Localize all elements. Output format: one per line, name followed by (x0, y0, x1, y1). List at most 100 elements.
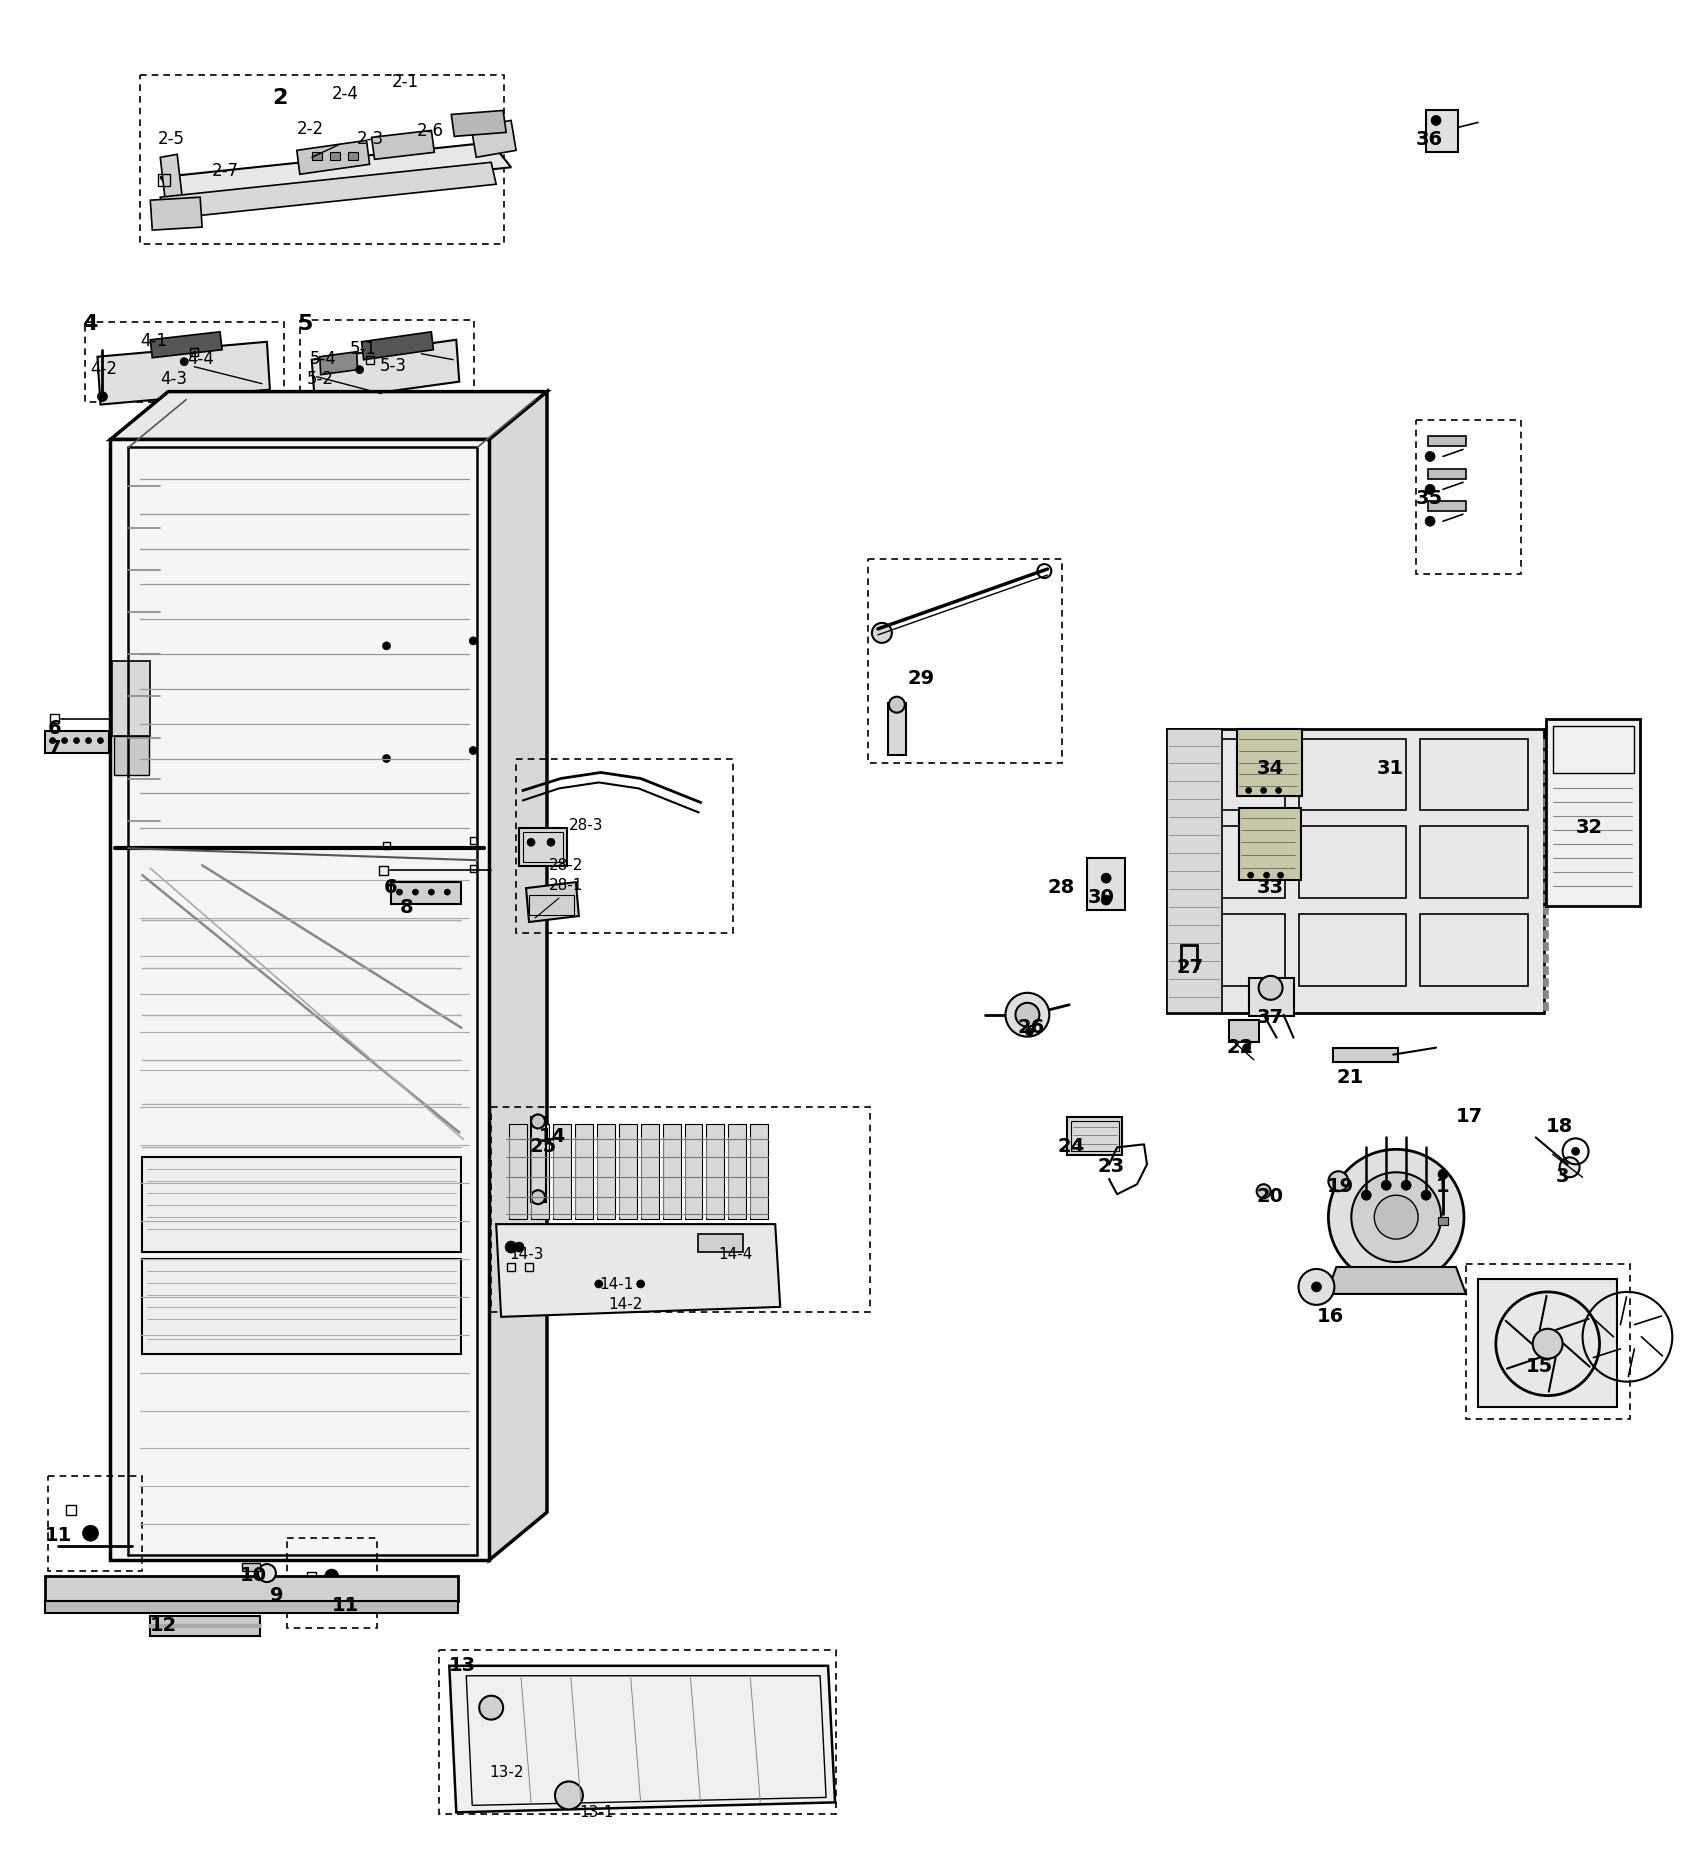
Bar (1542, 930, 1547, 939)
Bar (190, 348, 198, 355)
Text: 28-2: 28-2 (549, 859, 584, 874)
Bar (1542, 835, 1547, 842)
Bar (1542, 1002, 1547, 1009)
Bar (662, 1125, 681, 1220)
Bar (1542, 786, 1547, 794)
Bar (347, 152, 357, 160)
Bar (684, 1125, 703, 1220)
Bar (1420, 825, 1527, 898)
Circle shape (98, 392, 107, 402)
Circle shape (1278, 872, 1283, 877)
Bar (44, 1576, 459, 1601)
Text: 2-5: 2-5 (157, 130, 185, 149)
Text: 19: 19 (1326, 1177, 1353, 1195)
Text: 32: 32 (1576, 818, 1603, 837)
Text: 4-3: 4-3 (161, 370, 188, 389)
Bar (520, 829, 567, 866)
Bar (1177, 825, 1285, 898)
Text: 21: 21 (1336, 1067, 1363, 1088)
Circle shape (889, 697, 904, 712)
Circle shape (83, 1524, 98, 1541)
Circle shape (356, 366, 364, 374)
Circle shape (1006, 993, 1050, 1037)
Circle shape (1361, 1190, 1371, 1201)
Circle shape (1426, 517, 1436, 526)
Bar (528, 894, 574, 915)
Bar (1542, 954, 1547, 961)
Circle shape (594, 1281, 603, 1288)
Polygon shape (496, 1223, 780, 1316)
Text: 24: 24 (1058, 1138, 1085, 1156)
Circle shape (1263, 872, 1270, 877)
Circle shape (325, 1569, 339, 1584)
Circle shape (527, 838, 535, 846)
Bar (1437, 1218, 1448, 1225)
Polygon shape (98, 342, 269, 405)
Text: 25: 25 (528, 1138, 557, 1156)
Polygon shape (151, 197, 201, 231)
Circle shape (1248, 872, 1253, 877)
Bar (1087, 859, 1126, 911)
Circle shape (1381, 1180, 1392, 1190)
Bar (1177, 738, 1285, 811)
Polygon shape (527, 883, 579, 922)
Bar (1542, 775, 1547, 783)
Text: 5: 5 (296, 314, 312, 335)
Circle shape (179, 357, 188, 366)
Bar (66, 1506, 76, 1515)
Circle shape (872, 623, 892, 643)
Bar (141, 74, 505, 244)
Bar (750, 1125, 769, 1220)
Bar (1478, 1279, 1617, 1407)
Circle shape (1351, 1173, 1441, 1262)
Text: 13: 13 (449, 1656, 476, 1675)
Circle shape (61, 738, 68, 744)
Text: 12: 12 (151, 1615, 178, 1634)
Circle shape (1100, 894, 1111, 905)
Polygon shape (449, 1666, 835, 1813)
Text: 2-7: 2-7 (212, 162, 239, 180)
Bar (1542, 822, 1547, 831)
Text: 16: 16 (1317, 1307, 1344, 1325)
Text: 3: 3 (1556, 1167, 1569, 1186)
Bar (44, 1601, 459, 1614)
Circle shape (1559, 1158, 1580, 1177)
Polygon shape (320, 351, 357, 376)
Circle shape (1375, 1195, 1419, 1240)
Text: 1: 1 (1436, 1177, 1449, 1195)
Bar (1429, 468, 1466, 480)
Circle shape (323, 1593, 340, 1612)
Text: 14: 14 (538, 1127, 565, 1147)
Bar (379, 866, 388, 876)
Bar (110, 439, 489, 1560)
Text: 14-1: 14-1 (599, 1277, 633, 1292)
Bar (1546, 719, 1641, 905)
Text: 14-2: 14-2 (609, 1298, 643, 1312)
Text: 5-2: 5-2 (306, 370, 334, 389)
Bar (51, 714, 59, 723)
Text: 2: 2 (273, 87, 288, 108)
Bar (1542, 798, 1547, 807)
Circle shape (444, 889, 450, 894)
Bar (440, 1649, 836, 1814)
Text: 28-1: 28-1 (549, 877, 584, 892)
Bar (115, 736, 149, 775)
Bar (887, 703, 906, 755)
Bar (1166, 729, 1544, 1013)
Polygon shape (371, 130, 435, 160)
Circle shape (469, 747, 477, 755)
Circle shape (1532, 1329, 1563, 1359)
Circle shape (479, 1695, 503, 1720)
Polygon shape (452, 110, 506, 136)
Bar (1299, 825, 1407, 898)
Bar (1239, 809, 1300, 879)
Circle shape (637, 1281, 645, 1288)
Bar (1429, 437, 1466, 446)
Polygon shape (161, 154, 183, 201)
Bar (85, 322, 284, 402)
Bar (1542, 943, 1547, 950)
Circle shape (532, 1190, 545, 1205)
Bar (142, 1158, 460, 1251)
Circle shape (1299, 1270, 1334, 1305)
Text: 18: 18 (1546, 1117, 1573, 1136)
